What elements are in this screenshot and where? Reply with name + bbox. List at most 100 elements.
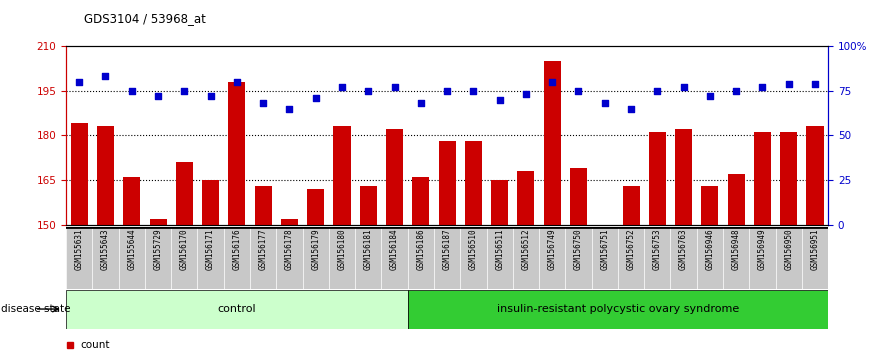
Point [204, 93, 218, 99]
Bar [381, 227, 408, 289]
Point [99, 74, 113, 79]
Bar [539, 227, 566, 289]
Text: GSM156187: GSM156187 [442, 228, 452, 270]
Text: GSM156181: GSM156181 [364, 228, 373, 270]
Text: GSM156948: GSM156948 [731, 228, 741, 270]
Bar [202, 180, 219, 225]
Bar [97, 126, 114, 225]
Text: insulin-resistant polycystic ovary syndrome: insulin-resistant polycystic ovary syndr… [497, 304, 739, 314]
Bar [144, 227, 171, 289]
Point [572, 88, 586, 93]
Bar [670, 227, 697, 289]
Bar [355, 227, 381, 289]
Bar [775, 227, 802, 289]
Bar [386, 130, 403, 225]
Point [256, 101, 270, 106]
Text: GSM156512: GSM156512 [522, 228, 530, 270]
Point [755, 84, 769, 90]
Bar [70, 124, 88, 225]
Bar [93, 227, 119, 289]
Text: GSM156177: GSM156177 [259, 228, 268, 270]
Point [230, 79, 244, 85]
Bar [618, 227, 644, 289]
Bar [491, 180, 508, 225]
Bar [460, 227, 486, 289]
Bar [66, 227, 93, 289]
Point [335, 84, 349, 90]
Text: GSM156170: GSM156170 [180, 228, 189, 270]
Bar [439, 141, 455, 225]
Point [177, 88, 191, 93]
Point [545, 79, 559, 85]
Point [492, 97, 507, 103]
Point [414, 101, 428, 106]
Text: GSM156752: GSM156752 [626, 228, 635, 270]
Text: GSM156949: GSM156949 [758, 228, 767, 270]
Bar [224, 227, 250, 289]
Bar [307, 189, 324, 225]
Bar [648, 132, 666, 225]
Point [466, 88, 480, 93]
Point [308, 95, 322, 101]
Bar [333, 126, 351, 225]
Text: GSM156511: GSM156511 [495, 228, 504, 270]
Point [519, 91, 533, 97]
Bar [592, 227, 618, 289]
Bar [806, 126, 824, 225]
Text: GSM155643: GSM155643 [101, 228, 110, 270]
Bar [701, 186, 718, 225]
Point [808, 81, 822, 86]
Point [388, 84, 402, 90]
Text: GSM155631: GSM155631 [75, 228, 84, 270]
Bar [281, 219, 298, 225]
Text: GSM155729: GSM155729 [153, 228, 163, 270]
Point [624, 106, 638, 112]
Bar [329, 227, 355, 289]
Bar [250, 227, 277, 289]
Bar [544, 61, 561, 225]
Bar [434, 227, 460, 289]
Bar [781, 132, 797, 225]
Text: GSM156178: GSM156178 [285, 228, 294, 270]
Text: GSM156946: GSM156946 [706, 228, 714, 270]
Point [729, 88, 744, 93]
Point [72, 79, 86, 85]
Bar [66, 290, 408, 329]
Point [440, 88, 454, 93]
Point [650, 88, 664, 93]
Bar [486, 227, 513, 289]
Point [781, 81, 796, 86]
Point [361, 88, 375, 93]
Bar [359, 186, 377, 225]
Text: GSM156176: GSM156176 [233, 228, 241, 270]
Bar [728, 174, 744, 225]
Bar [302, 227, 329, 289]
Text: GSM156749: GSM156749 [548, 228, 557, 270]
Bar [150, 219, 167, 225]
Text: GSM156763: GSM156763 [679, 228, 688, 270]
Bar [566, 227, 592, 289]
Text: GDS3104 / 53968_at: GDS3104 / 53968_at [84, 12, 205, 25]
Bar [802, 227, 828, 289]
Point [151, 93, 165, 99]
Bar [750, 227, 775, 289]
Bar [197, 227, 224, 289]
Text: GSM156179: GSM156179 [311, 228, 320, 270]
Bar [176, 162, 193, 225]
Text: GSM156510: GSM156510 [469, 228, 478, 270]
Point [677, 84, 691, 90]
Text: GSM156180: GSM156180 [337, 228, 346, 270]
Text: GSM156171: GSM156171 [206, 228, 215, 270]
Bar [697, 227, 723, 289]
Point [125, 88, 139, 93]
Text: GSM155644: GSM155644 [127, 228, 137, 270]
Bar [513, 227, 539, 289]
Bar [119, 227, 144, 289]
Bar [623, 186, 640, 225]
Bar [123, 177, 140, 225]
Bar [171, 227, 197, 289]
Text: control: control [218, 304, 256, 314]
Text: GSM156751: GSM156751 [600, 228, 610, 270]
Text: disease state: disease state [1, 304, 70, 314]
Bar [228, 82, 246, 225]
